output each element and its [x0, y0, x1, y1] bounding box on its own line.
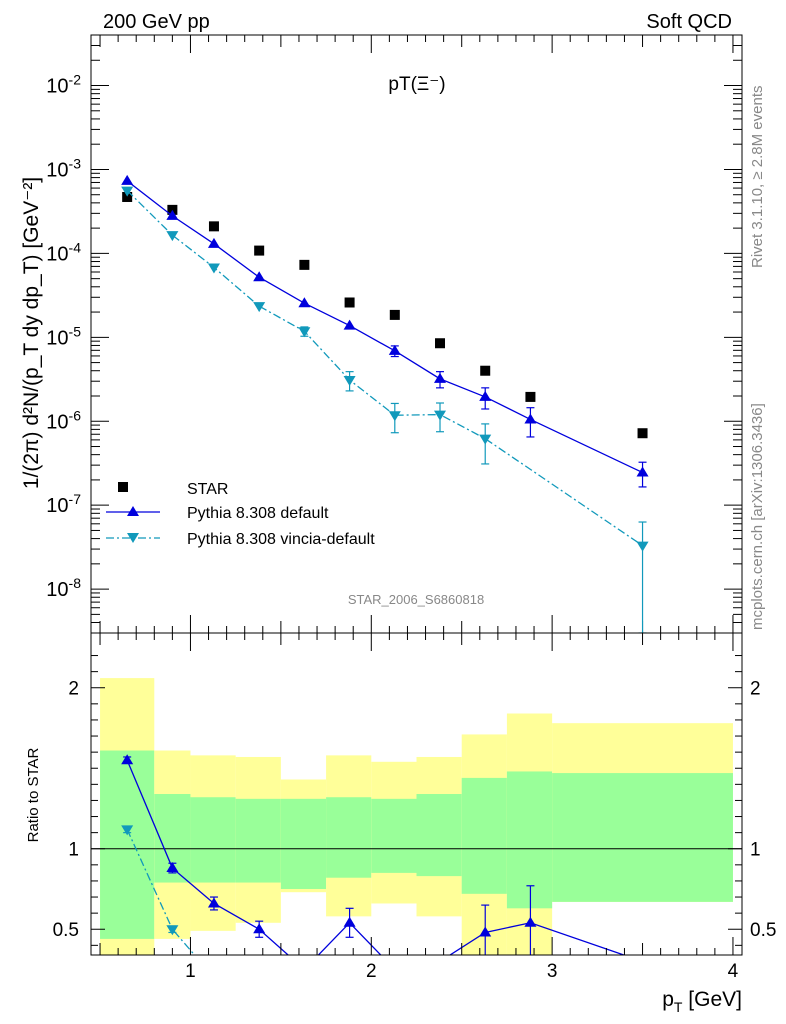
watermark-label: STAR_2006_S6860818 [348, 592, 484, 607]
ratio-ytick-label-right: 1 [750, 840, 761, 861]
legend-star-marker [118, 482, 128, 492]
ratio-panel: 0.5 0.5 1 1 2 2 1 2 3 4 [53, 633, 776, 982]
band-inner-bin [100, 750, 155, 939]
ratio-point [166, 862, 179, 873]
default-point [343, 319, 356, 330]
star-point [344, 297, 355, 308]
band-inner-bin [190, 797, 236, 883]
legend-vincia-label: Pythia 8.308 vincia-default [187, 531, 375, 548]
star-point [122, 191, 133, 202]
ratio-ytick-label: 2 [68, 679, 79, 700]
legend-vincia-marker [127, 533, 139, 543]
main-ytick-label: 10-4 [46, 239, 81, 265]
star-point [389, 309, 400, 320]
ratio-point [166, 925, 179, 936]
default-point [166, 209, 179, 220]
vincia-point [121, 186, 134, 197]
ratio-bands [100, 678, 733, 955]
header-left: 200 GeV pp [103, 11, 210, 33]
legend-star-label: STAR [187, 481, 228, 498]
vincia-point [207, 263, 220, 274]
main-ytick-label: 10-3 [46, 155, 81, 181]
band-inner-bin [280, 798, 327, 889]
default-point [524, 413, 537, 424]
star-point [435, 338, 446, 349]
star-point [208, 221, 219, 232]
ratio-point [121, 754, 134, 765]
x-axis-label: pT [GeV] [662, 988, 742, 1015]
legend-default-marker [127, 506, 139, 516]
vincia-point [298, 327, 311, 338]
default-point [207, 237, 220, 248]
ratio-point [207, 897, 220, 908]
vincia-point [166, 231, 179, 242]
star-point [254, 245, 265, 256]
legend-default-label: Pythia 8.308 default [187, 505, 329, 522]
band-inner-bin [416, 794, 462, 877]
ratio-y-label: Ratio to STAR [25, 747, 42, 842]
main-ytick-label: 10-2 [46, 72, 81, 98]
vincia-point [343, 376, 356, 387]
default-point [298, 297, 311, 308]
main-ytick-label: 10-7 [46, 491, 81, 517]
band-inner-bin [506, 771, 553, 909]
vincia-point [479, 434, 492, 445]
main-ytick-label: 10-6 [46, 407, 81, 433]
vincia-point [388, 411, 401, 422]
y-axis-label: 1/(2π) d²N/(p_T dy dp_T) [GeV⁻²] [20, 177, 43, 489]
ratio-point [253, 923, 266, 934]
vincia-point [253, 302, 266, 313]
star-point [480, 365, 491, 376]
default-point [479, 390, 492, 401]
band-inner-bin [326, 797, 372, 878]
ratio-ytick-label-right: 2 [750, 679, 761, 700]
xtick-label: 2 [366, 961, 377, 982]
main-panel: 10-8 10-7 10-6 10-5 10-4 10-3 10-2 [46, 34, 742, 634]
star-point [637, 428, 648, 439]
band-inner-bin [461, 777, 507, 894]
band-inner-bin [371, 798, 417, 873]
series-line-vincia [126, 190, 643, 547]
legend: STAR Pythia 8.308 default Pythia 8.308 v… [106, 481, 375, 548]
plot-title: pT(Ξ⁻) [388, 74, 445, 95]
ratio-frame [90, 632, 743, 956]
main-ytick-label: 10-5 [46, 323, 81, 349]
default-point [636, 466, 649, 477]
ratio-point [343, 916, 356, 927]
ratio-ytick-label-right: 0.5 [750, 920, 776, 941]
band-inner-bin [552, 773, 733, 902]
default-point [388, 344, 401, 355]
xtick-label: 4 [728, 961, 739, 982]
ratio-ytick-label: 1 [68, 840, 79, 861]
main-series [121, 174, 649, 633]
ratio-ytick-label: 0.5 [53, 920, 79, 941]
vincia-point [636, 541, 649, 552]
xtick-label: 1 [185, 961, 196, 982]
ratio-point [479, 926, 492, 937]
star-point [299, 259, 310, 270]
ratio-series [121, 754, 626, 955]
rivet-label: Rivet 3.1.10, ≥ 2.8M events [749, 86, 766, 269]
ratio-point [121, 825, 134, 836]
series-line-default [126, 180, 643, 474]
star-point [525, 391, 536, 402]
ratio-point [524, 916, 537, 927]
ratio-line-vincia [126, 829, 196, 955]
default-point [434, 372, 447, 383]
vincia-point [434, 410, 447, 421]
default-point [253, 271, 266, 282]
xtick-label: 3 [547, 961, 558, 982]
default-point [121, 174, 134, 185]
main-ytick-label: 10-8 [46, 575, 81, 601]
band-inner-bin [235, 798, 281, 883]
header-right: Soft QCD [646, 11, 732, 33]
mcplots-label: mcplots.cern.ch [arXiv:1306.3436] [749, 403, 766, 630]
